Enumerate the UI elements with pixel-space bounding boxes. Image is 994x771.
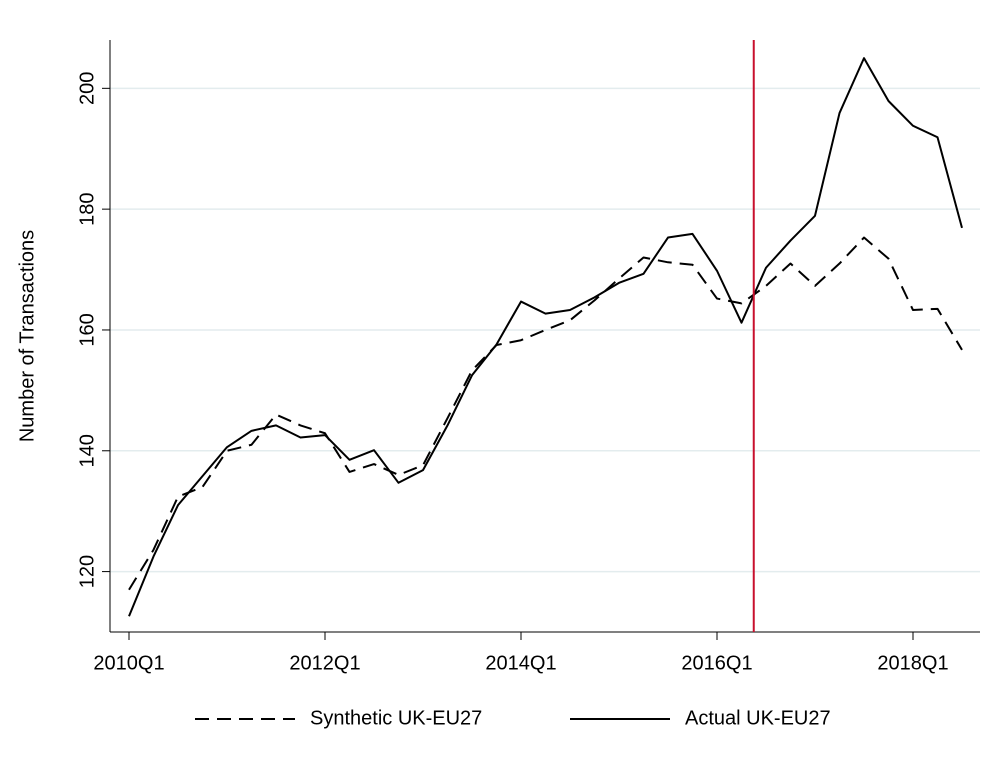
series-line (128, 57, 963, 617)
series-line (128, 236, 963, 591)
y-axis-label: Number of Transactions (16, 230, 38, 442)
y-tick-label: 120 (76, 555, 98, 588)
y-tick-label: 140 (76, 434, 98, 467)
legend-label: Actual UK-EU27 (685, 707, 831, 729)
y-tick-label: 200 (76, 72, 98, 105)
x-tick-label: 2010Q1 (93, 652, 164, 674)
legend-label: Synthetic UK-EU27 (310, 707, 482, 729)
y-tick-label: 180 (76, 192, 98, 225)
x-tick-label: 2018Q1 (877, 652, 948, 674)
y-tick-label: 160 (76, 313, 98, 346)
x-tick-label: 2016Q1 (681, 652, 752, 674)
x-tick-label: 2012Q1 (289, 652, 360, 674)
x-tick-label: 2014Q1 (485, 652, 556, 674)
